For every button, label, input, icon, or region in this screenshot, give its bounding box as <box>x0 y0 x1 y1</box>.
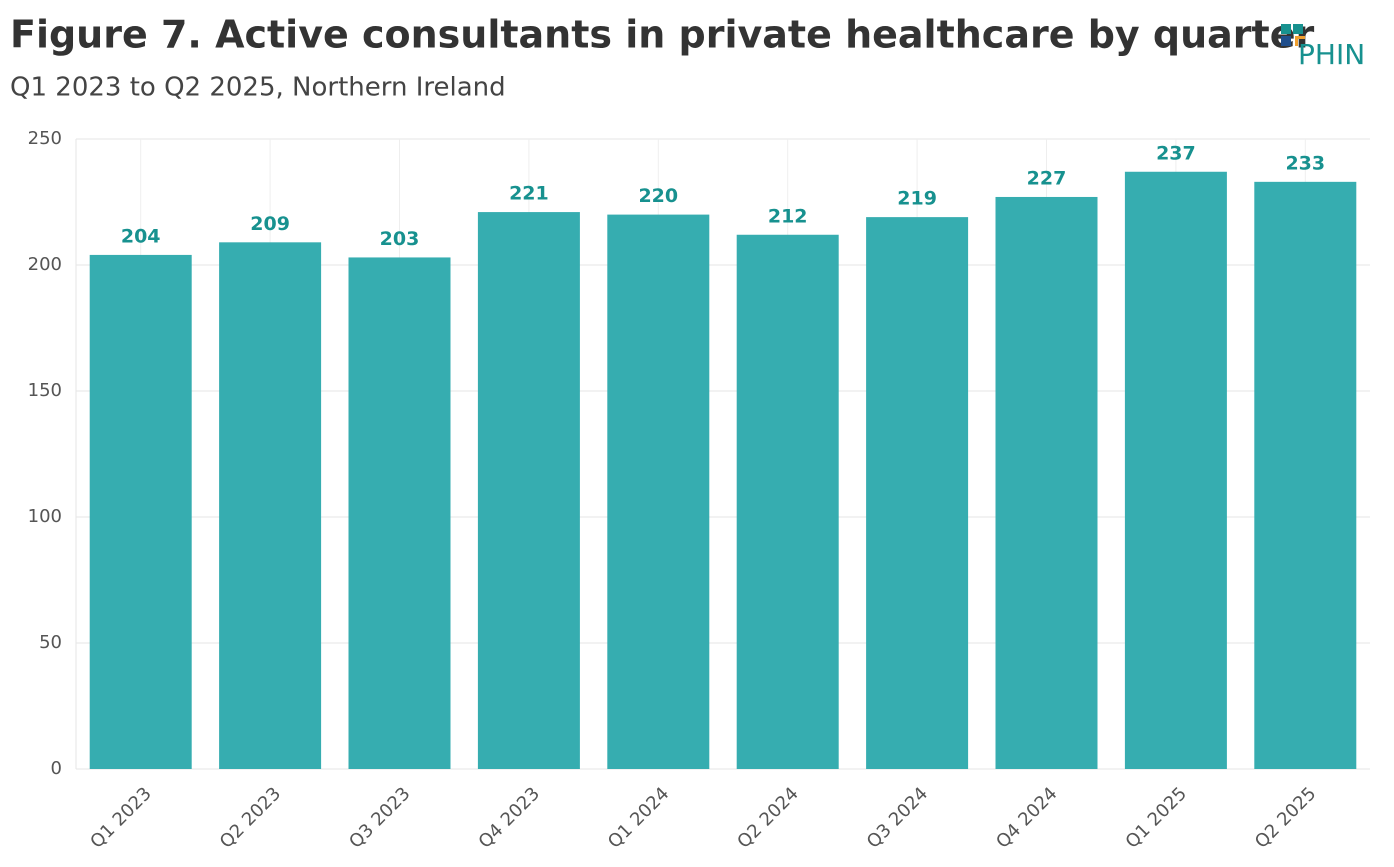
bar <box>1124 171 1227 769</box>
x-tick-label: Q2 2023 <box>216 783 285 852</box>
logo-square <box>1281 24 1291 34</box>
value-label: 219 <box>897 188 937 210</box>
bar <box>736 234 839 769</box>
chart-subtitle: Q1 2023 to Q2 2025, Northern Ireland <box>10 73 506 103</box>
x-tick-label: Q1 2025 <box>1122 783 1191 852</box>
bar <box>866 217 969 769</box>
x-tick-label: Q3 2023 <box>345 783 414 852</box>
value-label: 221 <box>509 183 549 205</box>
y-tick-label: 100 <box>28 506 62 527</box>
value-label: 212 <box>768 205 808 227</box>
x-tick-label: Q4 2024 <box>992 783 1061 852</box>
y-tick-label: 150 <box>28 380 62 401</box>
logo-text: PHIN <box>1298 38 1365 71</box>
value-label: 220 <box>638 185 678 207</box>
x-tick-label: Q4 2023 <box>475 783 544 852</box>
bar <box>89 254 192 770</box>
logo-square <box>1281 36 1291 46</box>
value-label: 227 <box>1027 167 1067 189</box>
y-tick-label: 50 <box>39 632 62 653</box>
value-label: 203 <box>380 228 420 250</box>
logo-square <box>1293 24 1303 34</box>
chart-title: Figure 7. Active consultants in private … <box>10 13 1314 57</box>
bar <box>995 196 1098 769</box>
value-label: 237 <box>1156 142 1196 164</box>
y-tick-label: 250 <box>28 128 62 149</box>
bar <box>477 212 580 769</box>
x-tick-label: Q1 2024 <box>604 783 673 852</box>
logo: PHIN <box>1281 24 1365 71</box>
y-tick-label: 200 <box>28 254 62 275</box>
value-label: 233 <box>1285 152 1325 174</box>
x-tick-label: Q2 2024 <box>733 783 802 852</box>
value-label: 209 <box>250 213 290 235</box>
logo-square <box>1295 36 1305 46</box>
x-tick-label: Q3 2024 <box>863 783 932 852</box>
bar <box>1254 181 1357 770</box>
y-tick-label: 0 <box>51 758 62 779</box>
bar <box>607 214 710 770</box>
x-tick-label: Q1 2023 <box>86 783 155 852</box>
value-label: 204 <box>121 225 161 247</box>
bar <box>219 242 322 769</box>
bar <box>348 257 451 769</box>
x-tick-label: Q2 2025 <box>1251 783 1320 852</box>
